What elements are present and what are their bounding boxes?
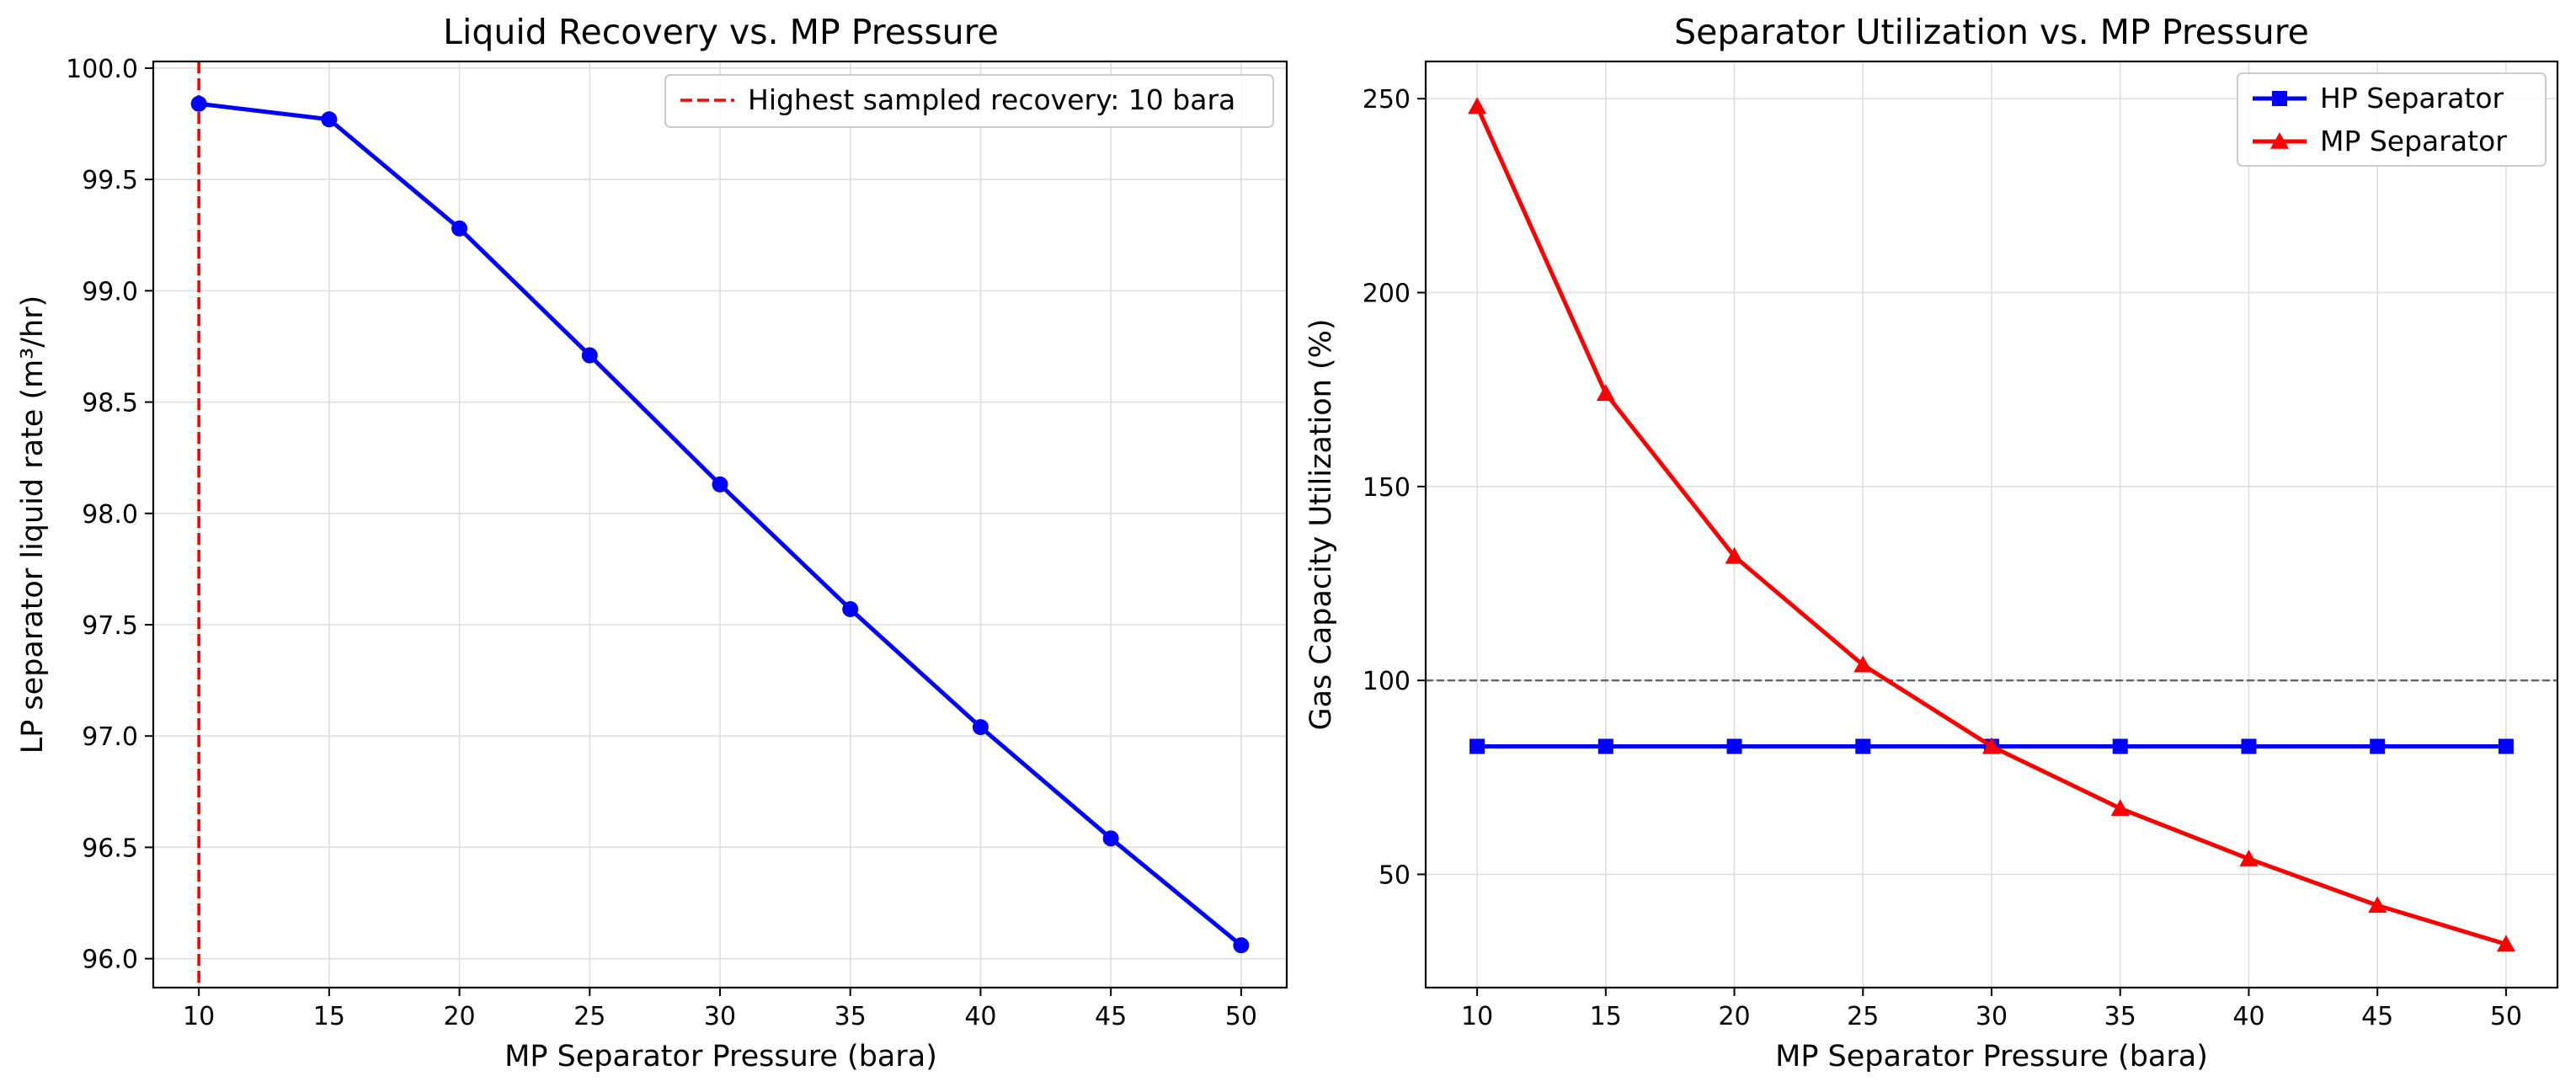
- utilization-mp-separator-point: [2368, 896, 2387, 914]
- utilization-x-tick-label: 50: [2490, 1002, 2522, 1031]
- utilization-legend-label: HP Separator: [2320, 82, 2504, 115]
- utilization-mp-separator-point: [1725, 546, 1744, 564]
- recovery-chart-x-axis-label: MP Separator Pressure (bara): [504, 1040, 937, 1073]
- recovery-series-point: [190, 95, 207, 112]
- utilization-hp-separator-point: [2112, 738, 2128, 754]
- recovery-y-tick-label: 97.0: [82, 722, 138, 752]
- utilization-chart-y-axis-label: Gas Capacity Utilization (%): [1304, 318, 1338, 730]
- recovery-x-tick-label: 10: [183, 1002, 215, 1031]
- recovery-x-tick-label: 25: [573, 1002, 605, 1031]
- utilization-x-tick-label: 35: [2104, 1002, 2136, 1031]
- utilization-chart-legend: HP Separator MP Separator: [2237, 72, 2547, 167]
- recovery-chart-series: [190, 61, 1250, 988]
- recovery-series-point: [842, 600, 859, 617]
- utilization-x-tick-label: 30: [1976, 1002, 2008, 1031]
- recovery-series-point: [1233, 937, 1250, 954]
- recovery-legend-box: [664, 74, 1274, 128]
- utilization-hp-separator-point: [2241, 738, 2257, 754]
- recovery-chart-grid: [153, 61, 1287, 988]
- recovery-x-tick-label: 30: [704, 1002, 736, 1031]
- utilization-x-tick-label: 45: [2361, 1002, 2393, 1031]
- utilization-hp-separator-point: [1597, 738, 1613, 754]
- recovery-chart-title: Liquid Recovery vs. MP Pressure: [443, 12, 999, 52]
- utilization-legend-box: [2237, 72, 2547, 167]
- recovery-x-tick-label: 50: [1225, 1002, 1257, 1031]
- recovery-x-tick-label: 40: [964, 1002, 996, 1031]
- recovery-y-tick-label: 97.5: [82, 611, 138, 641]
- utilization-chart-x-axis-label: MP Separator Pressure (bara): [1775, 1040, 2208, 1073]
- recovery-series-point: [581, 347, 598, 364]
- utilization-legend-label: MP Separator: [2320, 125, 2507, 157]
- utilization-mp-separator-point: [2239, 850, 2259, 866]
- utilization-chart-title: Separator Utilization vs. MP Pressure: [1674, 12, 2309, 52]
- recovery-series-point: [972, 719, 989, 736]
- recovery-y-tick-label: 100.0: [66, 55, 138, 84]
- utilization-mp-separator-point: [1982, 737, 2001, 754]
- recovery-chart-y-axis-label: LP separator liquid rate (m³/hr): [16, 296, 50, 754]
- recovery-series-point: [451, 220, 468, 237]
- utilization-mp-separator-point: [2110, 799, 2130, 816]
- utilization-x-tick-label: 10: [1461, 1002, 1493, 1031]
- recovery-chart-legend: Highest sampled recovery: 10 bara: [664, 74, 1274, 128]
- utilization-mp-separator-point: [1468, 97, 1487, 115]
- recovery-x-tick-label: 15: [313, 1002, 345, 1031]
- utilization-y-tick-label: 50: [1379, 860, 1411, 890]
- utilization-chart-ticks: 10 15 20 25 30 35 40 45 50 50 100 150 200 250: [1363, 85, 2522, 1031]
- utilization-mp-separator-point: [1596, 384, 1615, 402]
- utilization-x-tick-label: 20: [1718, 1002, 1750, 1031]
- utilization-mp-separator-point: [2496, 935, 2515, 952]
- recovery-series-point: [321, 111, 338, 128]
- utilization-mp-separator-point: [1853, 655, 1873, 673]
- utilization-hp-separator-point: [1726, 738, 1742, 754]
- utilization-y-tick-label: 200: [1363, 280, 1411, 309]
- utilization-chart-series: [1426, 97, 2557, 952]
- utilization-y-tick-label: 150: [1363, 473, 1411, 503]
- recovery-x-tick-label: 45: [1095, 1002, 1127, 1031]
- utilization-y-tick-label: 250: [1363, 85, 1411, 115]
- recovery-chart-ticks: 10 15 20 25 30 35 40 45 50 96.0 96.5 97.0 97.5 98.0 98…: [66, 55, 1257, 1031]
- utilization-hp-separator-point: [1855, 738, 1871, 754]
- utilization-chart-panel: Separator Utilization vs. MP Pressure 10…: [1304, 12, 2559, 1073]
- recovery-y-tick-label: 99.0: [82, 277, 138, 306]
- recovery-y-tick-label: 98.5: [82, 389, 138, 418]
- recovery-y-tick-label: 96.5: [82, 834, 138, 863]
- utilization-hp-separator-point: [2370, 738, 2386, 754]
- utilization-y-tick-label: 100: [1363, 667, 1411, 696]
- recovery-series-point: [1102, 830, 1119, 847]
- recovery-x-tick-label: 20: [443, 1002, 475, 1031]
- utilization-x-tick-label: 25: [1847, 1002, 1879, 1031]
- recovery-y-tick-label: 98.0: [82, 500, 138, 530]
- recovery-series-point: [712, 476, 728, 493]
- recovery-legend-label: Highest sampled recovery: 10 bara: [748, 83, 1235, 116]
- utilization-legend-marker: [2270, 132, 2289, 149]
- recovery-chart-panel: Liquid Recovery vs. MP Pressure 10 15 20 25…: [16, 12, 1288, 1073]
- recovery-y-tick-label: 99.5: [82, 166, 138, 195]
- utilization-x-tick-label: 40: [2232, 1002, 2264, 1031]
- recovery-x-tick-label: 35: [835, 1002, 867, 1031]
- recovery-y-tick-label: 96.0: [82, 946, 138, 975]
- utilization-legend-marker: [2272, 91, 2287, 106]
- utilization-hp-separator-point: [1469, 738, 1485, 754]
- utilization-hp-separator-point: [2498, 738, 2514, 754]
- utilization-x-tick-label: 15: [1590, 1002, 1622, 1031]
